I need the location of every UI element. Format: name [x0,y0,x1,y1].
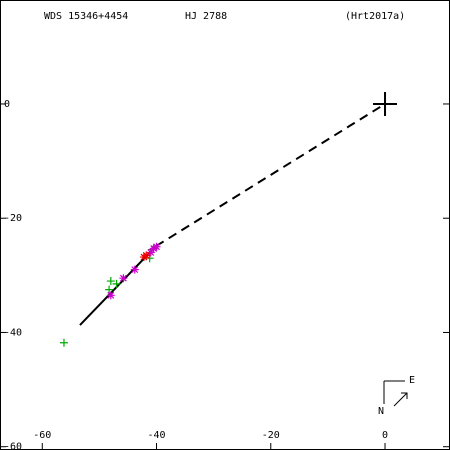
chart-title: WDS 15346+4454 [44,11,128,22]
compass-arrow [393,392,408,407]
compass-east: E [409,375,415,386]
observation [105,285,114,294]
observation [119,274,128,283]
orbit-line [79,245,157,326]
reference: (Hrt2017a) [345,11,405,22]
x-tick-label: -60 [33,430,51,441]
observation [149,244,158,253]
x-tick-label: -40 [147,430,165,441]
observation [112,279,121,288]
primary-star [373,91,398,116]
x-tick-label: 0 [382,430,388,441]
observation [106,277,115,286]
observation [152,242,161,251]
observation [59,338,68,347]
compass-arrowhead [401,392,408,399]
y-tick-label: -40 [4,327,22,338]
observation [139,253,148,262]
x-tick-label: -20 [262,430,280,441]
compass [383,380,408,407]
observation [146,248,155,257]
observation [130,265,139,274]
chart-subtitle: HJ 2788 [185,11,227,22]
orbit-line [155,103,386,248]
compass-north: N [378,406,384,417]
y-tick-label: -20 [4,213,22,224]
y-tick-label: -60 [4,442,22,450]
y-tick-label: 0 [4,99,10,110]
observation [106,291,115,300]
